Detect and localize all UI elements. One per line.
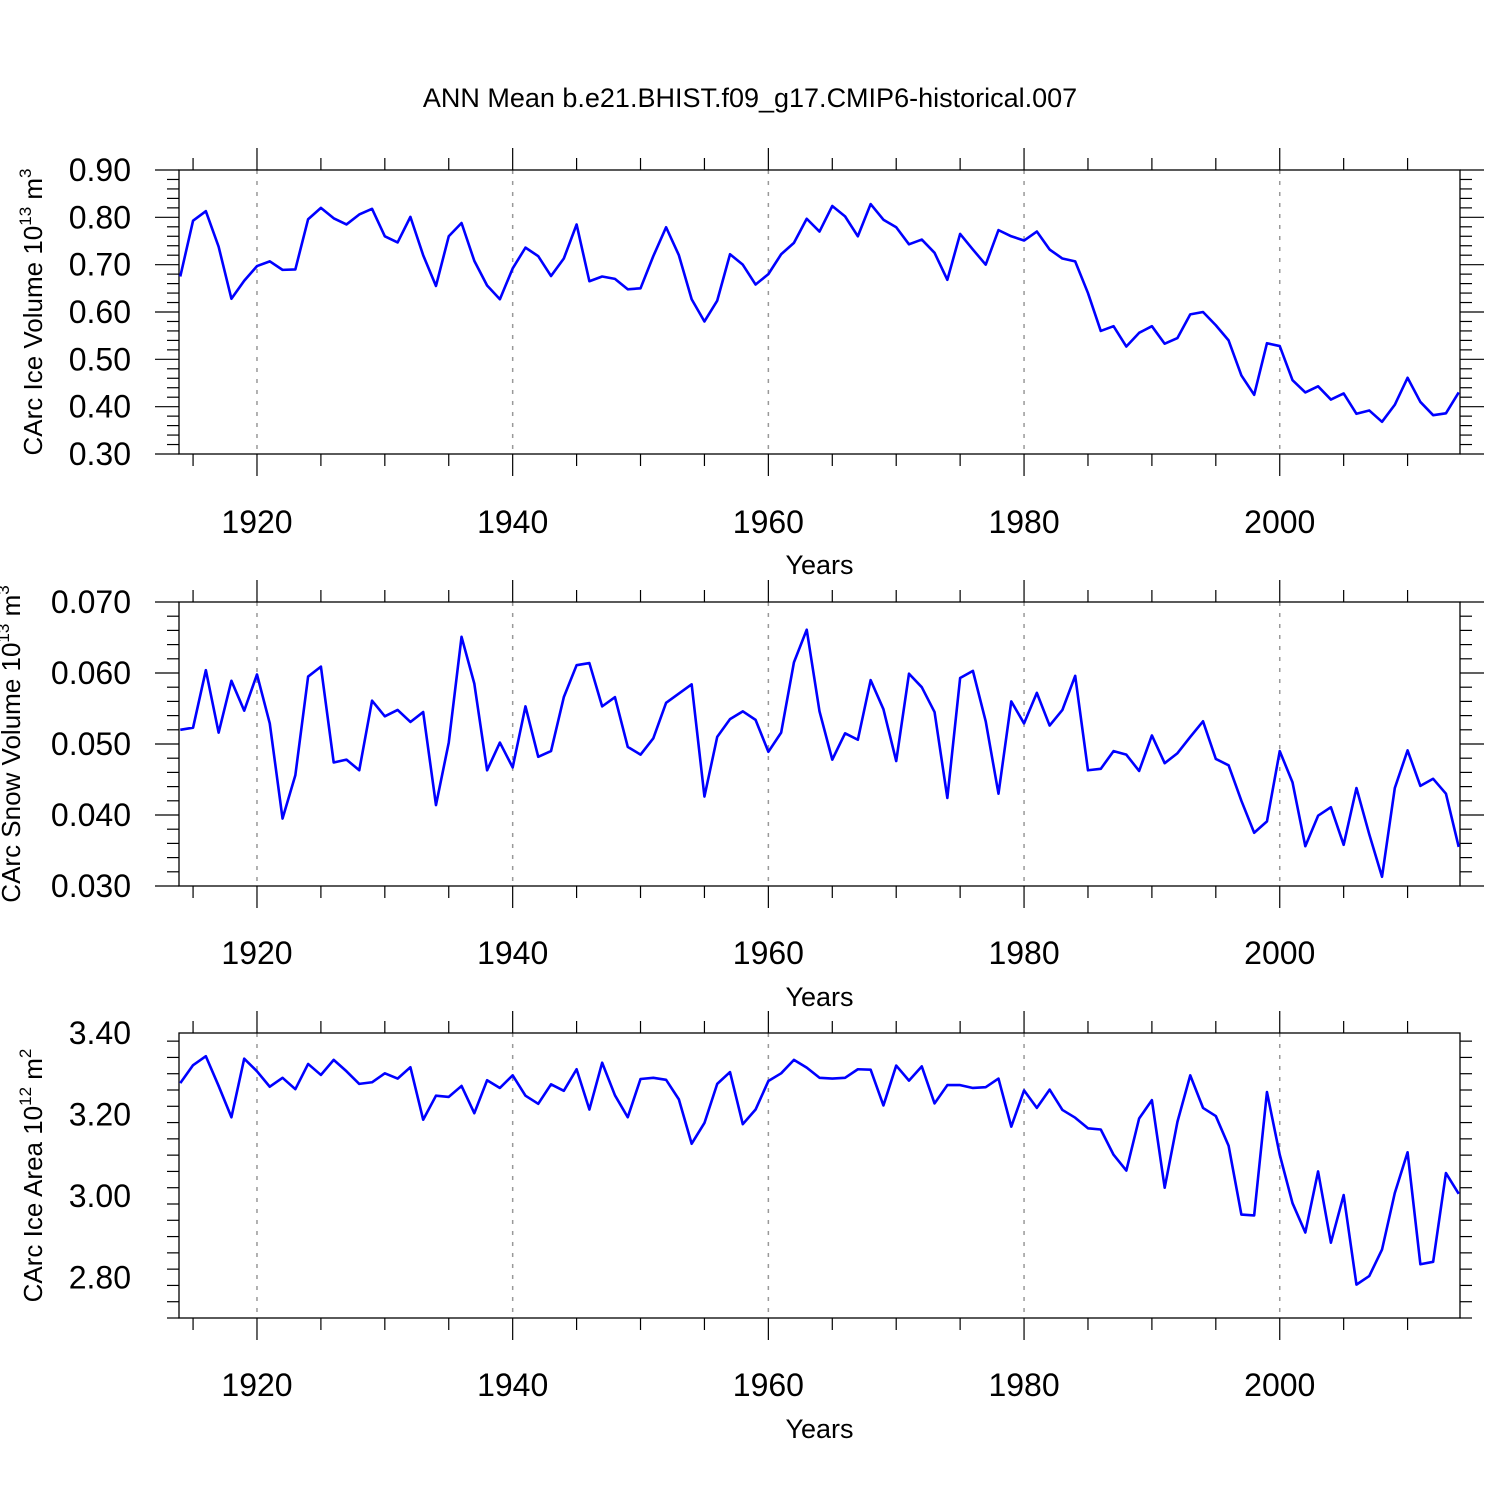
x-axis-label: Years xyxy=(785,1414,853,1444)
x-tick-label: 1920 xyxy=(221,935,292,971)
y-axis-label-text: CArc Ice Area 10 xyxy=(18,1106,48,1303)
y-axis-label-exponent: 12 xyxy=(16,1087,35,1106)
series-line xyxy=(180,628,1460,879)
x-tick-label: 1940 xyxy=(477,935,548,971)
y-axis-label-unit: m xyxy=(18,1058,48,1087)
x-axis-label: Years xyxy=(785,982,853,1012)
plot-frame xyxy=(178,1032,1461,1319)
y-tick-label: 0.050 xyxy=(51,726,131,762)
x-tick-label: 1960 xyxy=(733,1367,804,1403)
x-tick-label: 2000 xyxy=(1244,504,1315,540)
y-axis-label-unit-exponent: 3 xyxy=(16,168,35,177)
y-axis-label-exponent: 13 xyxy=(0,624,13,643)
y-tick-label: 0.030 xyxy=(51,868,131,904)
x-tick-label: 1960 xyxy=(733,935,804,971)
y-tick-label: 3.20 xyxy=(69,1096,131,1132)
y-tick-label: 0.40 xyxy=(69,389,131,425)
x-tick-label: 1980 xyxy=(988,935,1059,971)
x-tick-label: 1920 xyxy=(221,1367,292,1403)
y-tick-label: 0.040 xyxy=(51,797,131,833)
panel-2: 0.030 0.040 0.050 0.060 0.070 1920 1940 1960 198… xyxy=(0,580,1484,1012)
x-tick-label: 2000 xyxy=(1244,1367,1315,1403)
y-tick-label: 2.80 xyxy=(69,1259,131,1295)
y-axis-label-exponent: 13 xyxy=(16,207,35,226)
x-tick-label: 1980 xyxy=(988,504,1059,540)
y-tick-label: 0.90 xyxy=(69,152,131,188)
y-tick-label: 0.30 xyxy=(69,436,131,472)
panel-3: 2.80 3.00 3.20 3.40 1920 1940 1960 1980 2000 Year… xyxy=(16,1011,1472,1444)
y-axis-label-unit: m xyxy=(18,178,48,207)
y-axis-label-text: CArc Snow Volume 10 xyxy=(0,643,26,903)
x-tick-label: 1960 xyxy=(733,504,804,540)
y-tick-label: 0.070 xyxy=(51,584,131,620)
y-tick-label: 0.80 xyxy=(69,199,131,235)
y-axis-label-unit: m xyxy=(0,595,26,624)
x-tick-label: 1920 xyxy=(221,504,292,540)
x-tick-label: 1940 xyxy=(477,1367,548,1403)
y-axis-label-unit-exponent: 2 xyxy=(16,1049,35,1058)
y-axis-label: CArc Ice Volume 1013 m3 xyxy=(16,168,48,455)
y-axis-label-text: CArc Ice Volume 10 xyxy=(18,226,48,456)
y-axis-label: CArc Ice Area 1012 m2 xyxy=(16,1049,48,1303)
x-tick-label: 1980 xyxy=(988,1367,1059,1403)
y-tick-label: 3.40 xyxy=(69,1015,131,1051)
series-line xyxy=(179,202,1460,424)
x-axis-label: Years xyxy=(785,550,853,580)
chart-title: ANN Mean b.e21.BHIST.f09_g17.CMIP6-histo… xyxy=(423,83,1077,113)
y-tick-label: 0.70 xyxy=(69,247,131,283)
x-tick-label: 1940 xyxy=(477,504,548,540)
series-line xyxy=(179,1054,1460,1286)
y-axis-label: CArc Snow Volume 1013 m3 xyxy=(0,585,26,902)
plot-frame xyxy=(178,601,1461,887)
y-tick-label: 3.00 xyxy=(69,1178,131,1214)
y-tick-label: 0.50 xyxy=(69,341,131,377)
panel-1: 0.30 0.40 0.50 0.60 0.70 0.80 0.90 1920 1940 1960… xyxy=(16,148,1484,580)
plot-frame xyxy=(178,169,1461,455)
y-tick-label: 0.60 xyxy=(69,294,131,330)
y-tick-label: 0.060 xyxy=(51,655,131,691)
x-tick-label: 2000 xyxy=(1244,935,1315,971)
y-axis-label-unit-exponent: 3 xyxy=(0,585,13,594)
